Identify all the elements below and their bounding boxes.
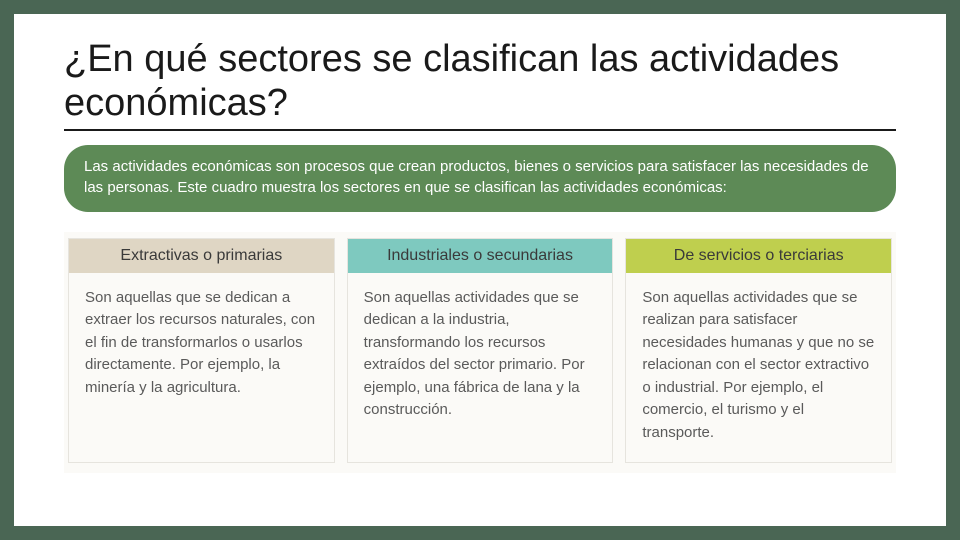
slide-inner: ¿En qué sectores se clasifican las activ… <box>14 14 946 526</box>
column-secundarias: Industriales o secundarias Son aquellas … <box>347 238 614 464</box>
column-header: Extractivas o primarias <box>69 239 334 273</box>
column-header: Industriales o secundarias <box>348 239 613 273</box>
intro-text: Las actividades económicas son procesos … <box>84 158 869 195</box>
slide-frame: ¿En qué sectores se clasifican las activ… <box>0 0 960 540</box>
column-terciarias: De servicios o terciarias Son aquellas a… <box>625 238 892 464</box>
column-header: De servicios o terciarias <box>626 239 891 273</box>
column-body: Son aquellas actividades que se realizan… <box>626 273 891 463</box>
column-primarias: Extractivas o primarias Son aquellas que… <box>68 238 335 464</box>
column-body: Son aquellas actividades que se dedican … <box>348 273 613 440</box>
sector-columns: Extractivas o primarias Son aquellas que… <box>64 232 896 474</box>
column-body: Son aquellas que se dedican a extraer lo… <box>69 273 334 418</box>
intro-box: Las actividades económicas son procesos … <box>64 145 896 212</box>
slide-title: ¿En qué sectores se clasifican las activ… <box>64 38 896 131</box>
